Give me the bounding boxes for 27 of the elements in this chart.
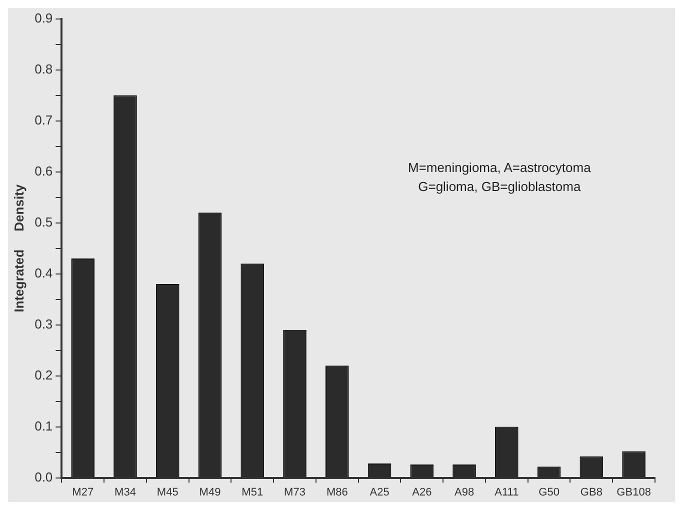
y-tick-label: 0.3 (34, 316, 53, 332)
x-tick-label: GB108 (616, 486, 651, 498)
x-tick-label: GB8 (580, 486, 602, 498)
annotation: M=meningioma, A=astrocytoma (408, 159, 591, 177)
y-tick-label: 0.1 (34, 418, 53, 434)
y-tick-label: 0.8 (34, 61, 53, 76)
x-tick-label: G50 (538, 486, 560, 498)
x-tick-label: A111 (494, 486, 519, 498)
x-tick-label: M34 (114, 486, 136, 498)
y-axis-title: Integrated Density (11, 184, 26, 312)
x-tick-label: M45 (156, 486, 178, 498)
y-tick-label: 0.9 (34, 10, 53, 26)
x-tick-label: A25 (370, 486, 390, 498)
y-tick-label: 0.5 (34, 214, 53, 230)
y-tick-label: 0.2 (34, 367, 53, 382)
x-tick-label: M86 (326, 486, 348, 498)
x-tick-label: M27 (72, 486, 94, 498)
y-tick-label: 0.4 (34, 265, 53, 280)
x-tick-label: M73 (284, 486, 306, 498)
x-tick-label: A98 (454, 486, 474, 498)
x-tick-label: M49 (199, 486, 221, 498)
y-tick-label: 0.7 (34, 112, 53, 128)
x-tick-label: M51 (242, 486, 264, 498)
annotation: G=glioma, GB=glioblastoma (417, 178, 582, 196)
y-tick-label: 0.6 (34, 163, 53, 178)
y-tick-label: 0.0 (34, 469, 53, 484)
x-tick-label: A26 (412, 486, 432, 498)
